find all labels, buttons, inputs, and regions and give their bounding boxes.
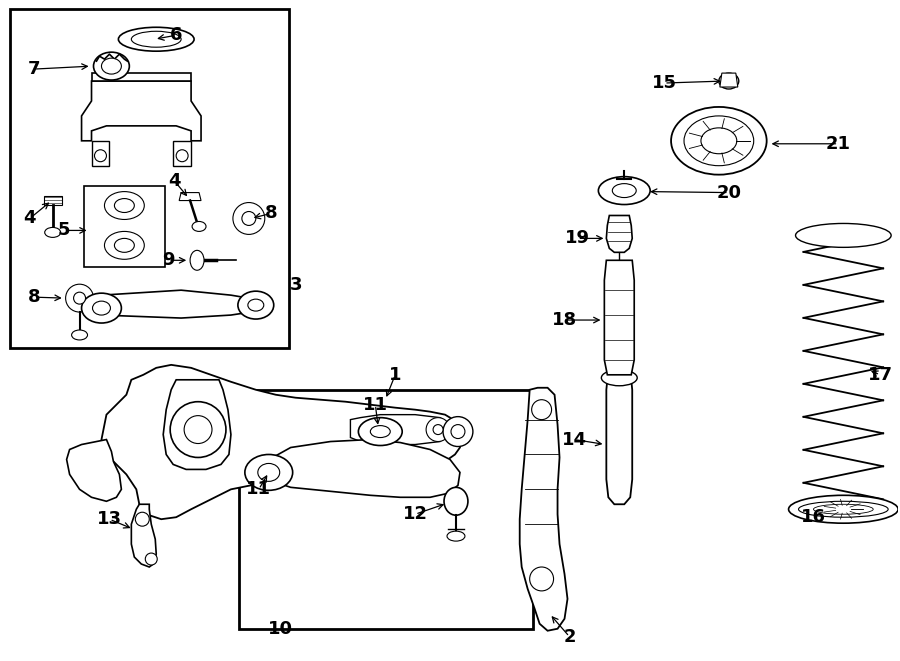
Text: 13: 13 [97,510,122,528]
Polygon shape [350,414,450,444]
Ellipse shape [74,292,86,304]
Text: 4: 4 [23,210,36,227]
Polygon shape [82,81,201,141]
Ellipse shape [94,52,130,80]
Ellipse shape [66,284,94,312]
Ellipse shape [45,227,60,237]
Polygon shape [607,215,632,253]
Polygon shape [720,73,738,87]
Polygon shape [269,440,460,497]
Ellipse shape [248,299,264,311]
Polygon shape [604,260,634,375]
Ellipse shape [184,416,212,444]
Ellipse shape [701,128,737,154]
Ellipse shape [104,192,144,219]
Text: 12: 12 [402,505,428,524]
Text: 6: 6 [170,26,183,44]
Ellipse shape [426,418,450,442]
Ellipse shape [814,504,873,514]
Ellipse shape [119,27,194,51]
Ellipse shape [788,495,898,524]
Ellipse shape [104,231,144,259]
Polygon shape [92,141,110,166]
Ellipse shape [370,426,391,438]
Ellipse shape [798,501,888,517]
Polygon shape [163,380,231,469]
Ellipse shape [447,531,465,541]
Ellipse shape [170,402,226,457]
Ellipse shape [245,455,292,490]
Ellipse shape [684,116,753,166]
Ellipse shape [532,400,552,420]
Ellipse shape [114,239,134,253]
Text: 14: 14 [562,430,587,449]
Ellipse shape [796,223,891,247]
Text: 17: 17 [868,366,893,384]
Ellipse shape [612,184,636,198]
Text: 16: 16 [801,508,826,526]
Polygon shape [607,380,632,504]
Ellipse shape [102,58,122,74]
Text: 2: 2 [563,628,576,646]
Text: 15: 15 [652,74,677,92]
Polygon shape [102,365,462,519]
Ellipse shape [94,150,106,162]
Text: 8: 8 [27,288,40,306]
Ellipse shape [176,150,188,162]
Ellipse shape [82,293,122,323]
Text: 10: 10 [268,620,293,638]
Text: 20: 20 [716,184,742,202]
Polygon shape [173,141,191,166]
Text: 5: 5 [58,221,70,239]
Text: 9: 9 [162,251,175,269]
Ellipse shape [530,567,554,591]
Text: 21: 21 [826,135,850,153]
Ellipse shape [598,176,650,204]
Text: 18: 18 [552,311,577,329]
Ellipse shape [233,202,265,235]
Bar [84,186,166,267]
Ellipse shape [443,416,473,447]
Ellipse shape [242,212,256,225]
Ellipse shape [719,73,739,89]
Text: 4: 4 [168,172,180,190]
Bar [10,9,289,348]
Ellipse shape [93,301,111,315]
Ellipse shape [238,291,274,319]
Bar [238,390,533,629]
Polygon shape [67,440,122,501]
Ellipse shape [358,418,402,446]
Ellipse shape [444,487,468,515]
Ellipse shape [135,512,149,526]
Ellipse shape [671,107,767,175]
Ellipse shape [433,424,443,434]
Polygon shape [196,255,199,265]
Polygon shape [131,504,157,567]
Text: 19: 19 [565,229,590,247]
Text: 1: 1 [389,366,401,384]
Ellipse shape [190,251,204,270]
Ellipse shape [114,198,134,212]
Ellipse shape [131,31,181,47]
Ellipse shape [72,330,87,340]
Ellipse shape [145,553,158,565]
Ellipse shape [192,221,206,231]
Polygon shape [519,388,568,631]
Ellipse shape [601,370,637,386]
Polygon shape [92,73,191,81]
Ellipse shape [451,424,465,438]
Polygon shape [97,290,264,318]
Text: 3: 3 [290,276,302,294]
Text: 11: 11 [363,396,388,414]
Ellipse shape [257,463,280,481]
Polygon shape [179,192,201,200]
Text: 11: 11 [247,481,271,498]
Text: 8: 8 [265,204,277,223]
Text: 7: 7 [28,60,40,78]
Polygon shape [44,196,61,204]
